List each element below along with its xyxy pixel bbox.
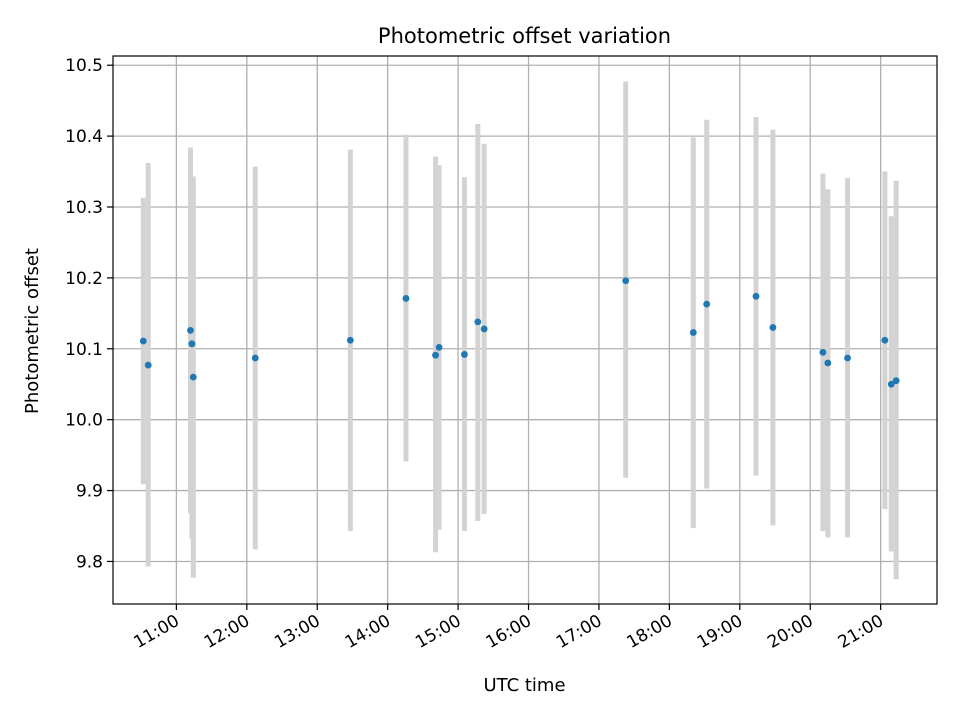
data-point bbox=[474, 318, 482, 326]
y-tick-label: 10.2 bbox=[65, 269, 103, 289]
data-point bbox=[752, 292, 760, 300]
data-point bbox=[819, 348, 827, 356]
y-tick-label: 10.3 bbox=[65, 198, 103, 218]
data-point bbox=[189, 373, 197, 381]
x-axis-label: UTC time bbox=[483, 675, 565, 696]
y-tick-label: 10.5 bbox=[65, 56, 103, 76]
data-point bbox=[892, 377, 900, 385]
data-point bbox=[881, 336, 889, 344]
data-point bbox=[480, 325, 488, 333]
data-point bbox=[139, 337, 147, 345]
data-point bbox=[887, 380, 895, 388]
data-point bbox=[844, 354, 851, 362]
plot-frame bbox=[112, 55, 938, 605]
data-point bbox=[689, 329, 697, 336]
data-point bbox=[188, 340, 196, 348]
y-axis-ticks: 9.8 9.9 10.0 10.1 10.2 10.3 10.4 10.5 bbox=[65, 56, 113, 572]
y-tick-label: 10.0 bbox=[65, 411, 103, 431]
data-point bbox=[144, 361, 152, 369]
data-point bbox=[824, 359, 832, 367]
data-point bbox=[346, 336, 354, 344]
point-layer bbox=[139, 277, 900, 388]
data-point bbox=[769, 324, 777, 331]
chart-title: Photometric offset variation bbox=[378, 24, 671, 48]
grid-layer bbox=[113, 56, 937, 604]
data-point bbox=[187, 326, 194, 334]
data-point bbox=[622, 277, 630, 285]
y-tick-label: 10.1 bbox=[65, 340, 103, 360]
data-point bbox=[703, 300, 711, 308]
y-tick-label: 9.8 bbox=[76, 552, 103, 572]
y-tick-label: 9.9 bbox=[76, 482, 103, 502]
y-tick-label: 10.4 bbox=[65, 127, 103, 147]
data-point bbox=[251, 354, 259, 362]
data-point bbox=[402, 295, 410, 302]
data-point bbox=[432, 351, 439, 359]
data-point bbox=[435, 343, 443, 351]
data-point bbox=[461, 351, 468, 358]
y-axis-label: Photometric offset bbox=[22, 248, 43, 414]
